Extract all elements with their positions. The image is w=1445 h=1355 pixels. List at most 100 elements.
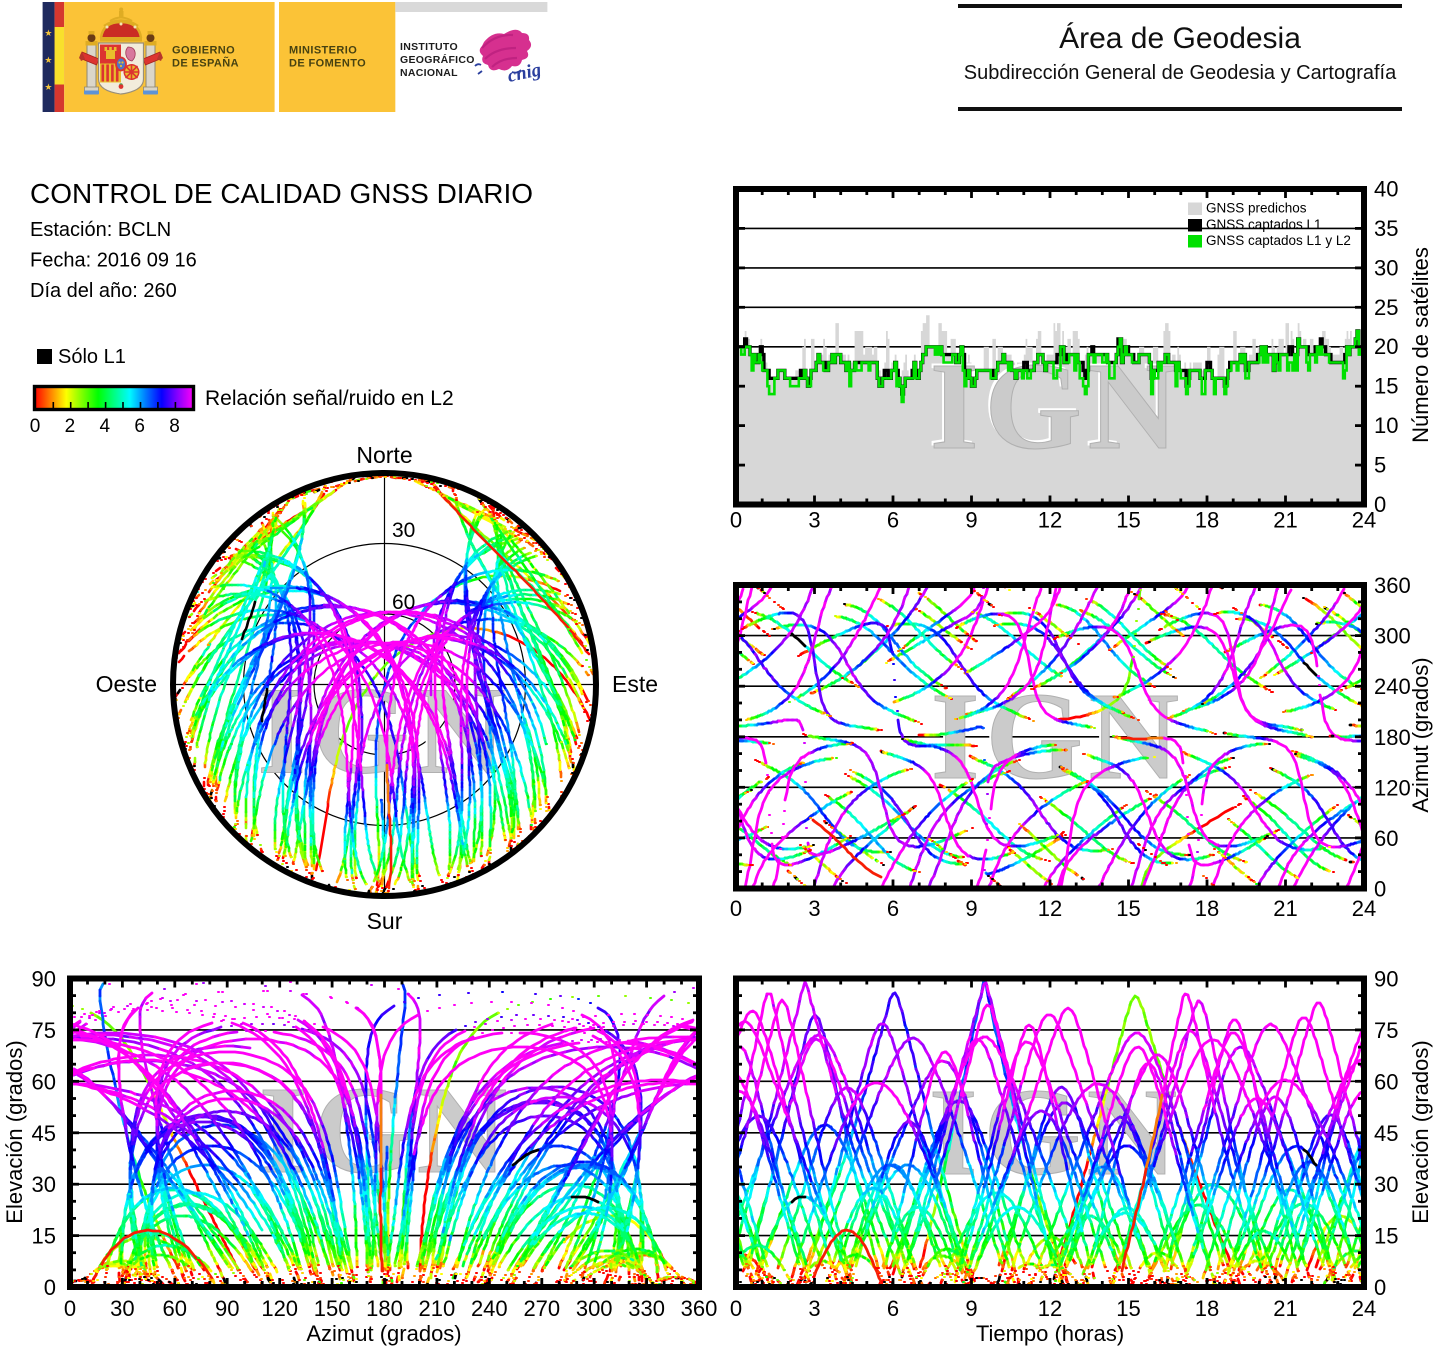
svg-text:Subdirección General de Geodes: Subdirección General de Geodesia y Carto… xyxy=(964,62,1397,84)
svg-text:MINISTERIO: MINISTERIO xyxy=(289,45,357,57)
svg-text:20: 20 xyxy=(1374,334,1398,359)
svg-text:GNSS predichos: GNSS predichos xyxy=(1206,201,1307,216)
svg-text:12: 12 xyxy=(1038,896,1062,921)
svg-text:18: 18 xyxy=(1195,508,1219,533)
svg-text:15: 15 xyxy=(1374,374,1398,399)
svg-text:210: 210 xyxy=(419,1296,456,1321)
svg-text:15: 15 xyxy=(1116,1296,1140,1321)
svg-text:300: 300 xyxy=(576,1296,613,1321)
svg-text:24: 24 xyxy=(1352,508,1376,533)
svg-text:4: 4 xyxy=(100,416,111,437)
svg-text:90: 90 xyxy=(215,1296,239,1321)
svg-text:3: 3 xyxy=(808,1296,820,1321)
svg-text:12: 12 xyxy=(1038,508,1062,533)
svg-text:30: 30 xyxy=(1374,1172,1398,1197)
svg-text:75: 75 xyxy=(1374,1018,1398,1043)
svg-text:DE ESPAÑA: DE ESPAÑA xyxy=(172,57,239,70)
svg-text:Norte: Norte xyxy=(356,442,412,468)
svg-text:GNSS captados L1: GNSS captados L1 xyxy=(1206,217,1322,232)
svg-text:75: 75 xyxy=(32,1018,56,1043)
svg-text:300: 300 xyxy=(1374,624,1411,649)
svg-text:GNSS captados L1 y L2: GNSS captados L1 y L2 xyxy=(1206,233,1351,248)
svg-text:0: 0 xyxy=(730,896,742,921)
svg-text:Día del año: 260: Día del año: 260 xyxy=(30,280,177,302)
svg-text:Este: Este xyxy=(612,671,658,697)
svg-text:9: 9 xyxy=(965,508,977,533)
svg-text:60: 60 xyxy=(32,1069,56,1094)
svg-text:★: ★ xyxy=(44,28,52,38)
svg-text:0: 0 xyxy=(730,508,742,533)
svg-text:60: 60 xyxy=(1374,1069,1398,1094)
svg-text:Elevación (grados): Elevación (grados) xyxy=(2,1040,27,1223)
svg-text:330: 330 xyxy=(628,1296,665,1321)
svg-text:10: 10 xyxy=(1374,413,1398,438)
svg-text:9: 9 xyxy=(965,896,977,921)
svg-text:3: 3 xyxy=(808,896,820,921)
svg-text:240: 240 xyxy=(471,1296,508,1321)
svg-text:0: 0 xyxy=(1374,877,1386,902)
svg-text:Sólo L1: Sólo L1 xyxy=(58,346,126,368)
svg-text:6: 6 xyxy=(887,508,899,533)
svg-text:0: 0 xyxy=(44,1275,56,1300)
svg-text:15: 15 xyxy=(1116,508,1140,533)
svg-text:270: 270 xyxy=(523,1296,560,1321)
svg-text:6: 6 xyxy=(887,896,899,921)
svg-text:0: 0 xyxy=(1374,1275,1386,1300)
svg-text:21: 21 xyxy=(1273,508,1297,533)
svg-text:45: 45 xyxy=(32,1121,56,1146)
svg-text:15: 15 xyxy=(32,1224,56,1249)
svg-text:Número de satélites: Número de satélites xyxy=(1408,247,1433,443)
svg-text:NACIONAL: NACIONAL xyxy=(400,67,458,79)
svg-text:CONTROL DE CALIDAD GNSS DIARIO: CONTROL DE CALIDAD GNSS DIARIO xyxy=(30,178,533,209)
svg-text:90: 90 xyxy=(1374,967,1398,992)
svg-text:Azimut (grados): Azimut (grados) xyxy=(1408,657,1433,812)
svg-text:30: 30 xyxy=(1374,255,1398,280)
svg-text:GEOGRÁFICO: GEOGRÁFICO xyxy=(400,53,475,66)
svg-text:120: 120 xyxy=(261,1296,298,1321)
svg-text:180: 180 xyxy=(1374,725,1411,750)
svg-text:35: 35 xyxy=(1374,216,1398,241)
svg-text:Fecha: 2016 09 16: Fecha: 2016 09 16 xyxy=(30,250,197,272)
svg-text:DE FOMENTO: DE FOMENTO xyxy=(289,58,366,70)
svg-text:24: 24 xyxy=(1352,1296,1376,1321)
svg-text:0: 0 xyxy=(30,416,41,437)
svg-text:9: 9 xyxy=(965,1296,977,1321)
svg-text:180: 180 xyxy=(366,1296,403,1321)
svg-text:2: 2 xyxy=(65,416,76,437)
svg-text:18: 18 xyxy=(1195,1296,1219,1321)
svg-text:18: 18 xyxy=(1195,896,1219,921)
svg-text:21: 21 xyxy=(1273,896,1297,921)
svg-text:360: 360 xyxy=(681,1296,718,1321)
svg-text:150: 150 xyxy=(314,1296,351,1321)
svg-text:120: 120 xyxy=(1374,775,1411,800)
svg-text:360: 360 xyxy=(1374,573,1411,598)
svg-text:Relación señal/ruido en L2: Relación señal/ruido en L2 xyxy=(205,387,454,410)
svg-text:30: 30 xyxy=(392,519,415,542)
svg-text:8: 8 xyxy=(169,416,180,437)
svg-text:60: 60 xyxy=(392,591,415,614)
svg-text:15: 15 xyxy=(1374,1224,1398,1249)
svg-text:45: 45 xyxy=(1374,1121,1398,1146)
svg-text:0: 0 xyxy=(730,1296,742,1321)
svg-text:0: 0 xyxy=(64,1296,76,1321)
svg-text:3: 3 xyxy=(808,508,820,533)
svg-text:25: 25 xyxy=(1374,295,1398,320)
svg-text:INSTITUTO: INSTITUTO xyxy=(400,41,458,53)
svg-text:Oeste: Oeste xyxy=(96,671,157,697)
svg-text:★: ★ xyxy=(44,82,52,92)
svg-text:30: 30 xyxy=(110,1296,134,1321)
svg-text:GOBIERNO: GOBIERNO xyxy=(172,45,235,57)
svg-text:24: 24 xyxy=(1352,896,1376,921)
svg-text:6: 6 xyxy=(887,1296,899,1321)
svg-text:12: 12 xyxy=(1038,1296,1062,1321)
svg-text:Azimut (grados): Azimut (grados) xyxy=(306,1321,461,1346)
svg-text:40: 40 xyxy=(1374,177,1398,202)
svg-text:0: 0 xyxy=(1374,492,1386,517)
svg-text:90: 90 xyxy=(32,967,56,992)
svg-text:Estación: BCLN: Estación: BCLN xyxy=(30,219,171,241)
svg-text:21: 21 xyxy=(1273,1296,1297,1321)
svg-text:60: 60 xyxy=(1374,826,1398,851)
svg-text:Tiempo (horas): Tiempo (horas) xyxy=(976,1321,1124,1346)
svg-text:IGN: IGN xyxy=(931,668,1185,806)
svg-text:Área de Geodesia: Área de Geodesia xyxy=(1059,22,1301,55)
